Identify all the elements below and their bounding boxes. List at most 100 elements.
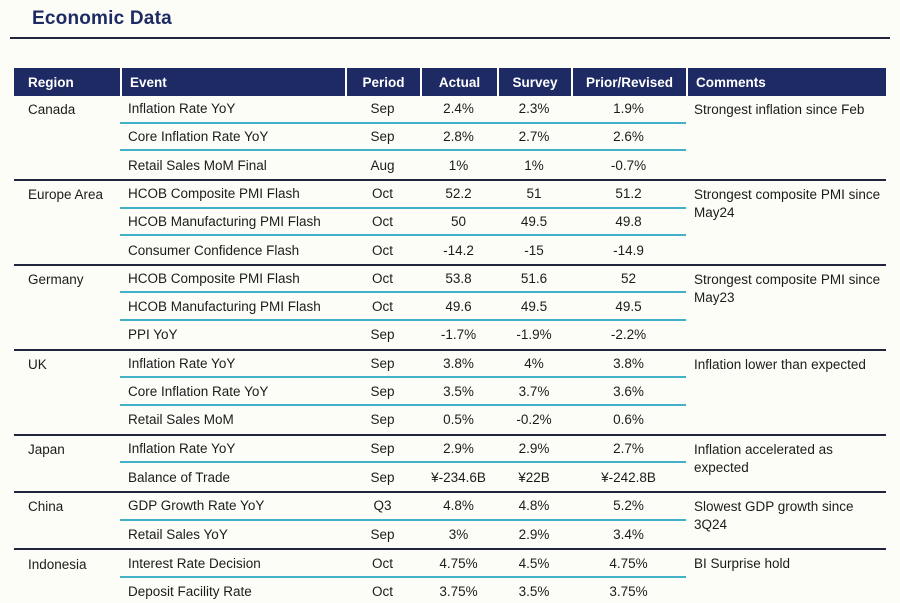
page-title: Economic Data (32, 8, 172, 29)
prior-cell: 3.8% (571, 351, 686, 379)
comment-cell: Inflation accelerated as expected (694, 441, 833, 475)
prior-cell: 2.6% (571, 124, 686, 152)
economic-data-table: Region Event Period Actual Survey Prior/Revis… (14, 68, 886, 603)
prior-cell: 5.2% (571, 493, 686, 521)
region-cell: Japan (28, 442, 65, 457)
actual-cell: 3.75% (439, 584, 478, 600)
actual-cell: 1% (448, 157, 469, 173)
region-cell: UK (28, 357, 47, 373)
event-cell: Retail Sales YoY (128, 526, 228, 542)
prior-cell: ¥-242.8B (601, 469, 656, 485)
table-header: Region Event Period Actual Survey Prior/Revis… (14, 68, 886, 96)
actual-cell: 0.5% (443, 412, 474, 428)
period-cell: Oct (345, 293, 420, 322)
survey-cell: 3.7% (497, 378, 571, 407)
prior-cell: 2.7% (571, 436, 686, 464)
survey-cell: 4% (497, 351, 571, 379)
period-cell: Sep (345, 124, 420, 152)
region-group-germany: Germany HCOB Composite PMI Flash Oct 53.8 51… (14, 263, 886, 349)
event-cell: HCOB Composite PMI Flash (120, 266, 345, 294)
prior-cell: 52 (571, 266, 686, 294)
period-cell: Oct (345, 550, 420, 578)
comment-cell: Slowest GDP growth since 3Q24 (694, 498, 854, 532)
actual-cell: ¥-234.6B (431, 469, 486, 485)
comment-cell: Inflation lower than expected (694, 356, 866, 372)
actual-cell: 4.75% (420, 550, 497, 578)
prior-cell: -2.2% (610, 327, 647, 343)
survey-cell: 3.5% (518, 584, 550, 600)
period-cell: Sep (345, 96, 420, 124)
survey-cell: 2.3% (497, 96, 571, 124)
event-cell: Interest Rate Decision (120, 550, 345, 578)
column-header-prior-revised: Prior/Revised (571, 68, 686, 96)
period-cell: Oct (345, 209, 420, 237)
event-cell: HCOB Manufacturing PMI Flash (120, 209, 345, 237)
prior-cell: -14.9 (613, 242, 644, 258)
comment-cell: Strongest composite PMI since May24 (694, 186, 881, 220)
actual-cell: 2.4% (420, 96, 497, 124)
prior-cell: 3.6% (571, 378, 686, 407)
column-header-event: Event (120, 68, 345, 96)
column-header-period: Period (345, 68, 420, 96)
survey-cell: 51 (497, 181, 571, 209)
column-header-survey: Survey (497, 68, 571, 96)
comment-cell: Strongest composite PMI since May23 (694, 271, 881, 305)
period-cell: Sep (345, 351, 420, 379)
survey-cell: ¥22B (518, 469, 550, 485)
period-cell: Oct (345, 181, 420, 209)
prior-cell: 3.75% (609, 584, 648, 600)
prior-cell: 1.9% (571, 96, 686, 124)
period-cell: Aug (370, 157, 395, 173)
event-cell: Core Inflation Rate YoY (120, 124, 345, 152)
period-cell: Oct (345, 266, 420, 294)
region-group-europe-area: Europe Area HCOB Composite PMI Flash Oct 52… (14, 178, 886, 264)
event-cell: HCOB Manufacturing PMI Flash (120, 293, 345, 322)
prior-cell: 49.8 (571, 209, 686, 237)
survey-cell: 49.5 (497, 293, 571, 322)
actual-cell: 53.8 (420, 266, 497, 294)
event-cell: Inflation Rate YoY (120, 436, 345, 464)
survey-cell: 1% (524, 157, 544, 173)
actual-cell: -14.2 (443, 242, 474, 258)
event-cell: Retail Sales MoM Final (128, 157, 267, 173)
region-group-uk: UK Inflation Rate YoY Sep 3.8% 4% 3.8% Core In… (14, 348, 886, 434)
actual-cell: 52.2 (420, 181, 497, 209)
actual-cell: 2.8% (420, 124, 497, 152)
period-cell: Oct (371, 242, 393, 258)
survey-cell: 4.8% (497, 493, 571, 521)
comment-cell: Strongest inflation since Feb (694, 102, 865, 117)
actual-cell: 2.9% (420, 436, 497, 464)
region-group-china: China GDP Growth Rate YoY Q3 4.8% 4.8% 5.2% Re… (14, 490, 886, 548)
title-underline (10, 37, 890, 39)
event-cell: PPI YoY (128, 327, 178, 343)
comment-cell: BI Surprise hold (694, 556, 791, 572)
actual-cell: 49.6 (420, 293, 497, 322)
survey-cell: 2.9% (518, 526, 550, 542)
survey-cell: 49.5 (497, 209, 571, 237)
prior-cell: 49.5 (571, 293, 686, 322)
event-cell: Core Inflation Rate YoY (120, 378, 345, 407)
region-group-indonesia: Indonesia Interest Rate Decision Oct 4.75% 4… (14, 548, 886, 603)
region-cell: China (28, 499, 64, 515)
region-cell: Canada (28, 102, 76, 118)
prior-cell: 3.4% (613, 526, 644, 542)
region-cell: Europe Area (28, 187, 104, 203)
column-header-comments: Comments (686, 68, 886, 96)
event-cell: Retail Sales MoM (128, 412, 234, 428)
event-cell: Deposit Facility Rate (128, 584, 252, 600)
actual-cell: -1.7% (440, 327, 477, 343)
actual-cell: 3.8% (420, 351, 497, 379)
period-cell: Oct (371, 584, 393, 600)
prior-cell: 4.75% (571, 550, 686, 578)
region-cell: Germany (28, 272, 84, 288)
survey-cell: -0.2% (516, 412, 552, 428)
survey-cell: -15 (524, 242, 544, 258)
period-cell: Sep (370, 526, 395, 542)
table-body: Canada Inflation Rate YoY Sep 2.4% 2.3% 1.9% C… (14, 96, 886, 603)
event-cell: Consumer Confidence Flash (128, 242, 300, 258)
survey-cell: 2.7% (497, 124, 571, 152)
column-header-region: Region (28, 74, 74, 90)
period-cell: Q3 (345, 493, 420, 521)
actual-cell: 3% (448, 526, 469, 542)
event-cell: Balance of Trade (128, 469, 231, 485)
